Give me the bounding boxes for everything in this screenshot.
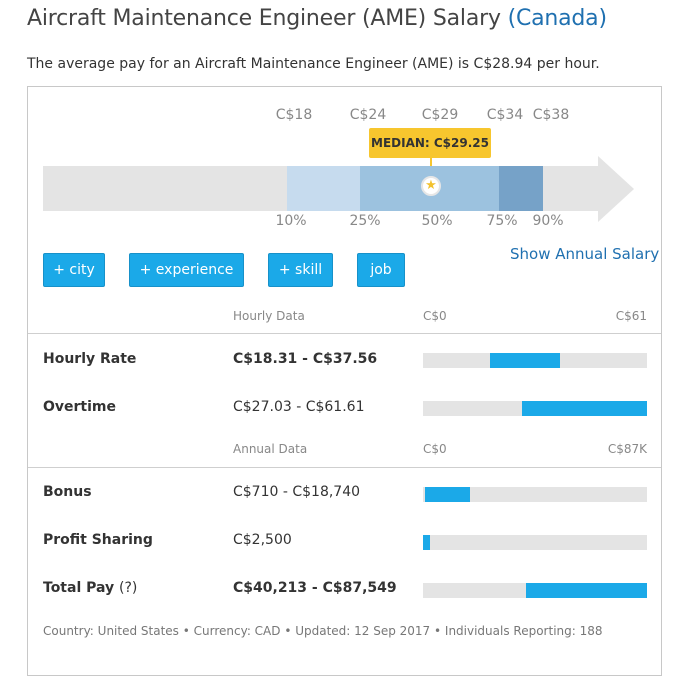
row-value-profit-sharing: C$2,500 bbox=[233, 532, 292, 548]
range-bar-bonus bbox=[423, 487, 647, 502]
salary-card bbox=[27, 86, 662, 676]
row-label-hourly-rate: Hourly Rate bbox=[43, 351, 137, 367]
range-fill-hourly-rate bbox=[490, 353, 560, 368]
pay-summary: The average pay for an Aircraft Maintena… bbox=[27, 56, 600, 72]
annual-scale-min: C$0 bbox=[423, 442, 447, 456]
percentile-label-10: 10% bbox=[275, 213, 307, 229]
range-segment-10-25 bbox=[287, 166, 360, 211]
median-badge: MEDIAN: C$29.25 bbox=[369, 128, 491, 158]
range-segment-75-90 bbox=[499, 166, 543, 211]
percentile-label-90: 90% bbox=[532, 213, 564, 229]
row-label-profit-sharing: Profit Sharing bbox=[43, 532, 153, 548]
range-bar-overtime bbox=[423, 401, 647, 416]
hourly-data-header: Hourly Data bbox=[233, 309, 305, 323]
page-title: Aircraft Maintenance Engineer (AME) Sala… bbox=[27, 6, 607, 31]
total-pay-label: Total Pay bbox=[43, 580, 115, 596]
add-city-button[interactable]: + city bbox=[43, 253, 105, 287]
star-icon: ★ bbox=[421, 176, 441, 196]
hourly-scale-max: C$61 bbox=[615, 309, 647, 323]
row-value-overtime: C$27.03 - C$61.61 bbox=[233, 399, 365, 415]
range-bar-total-pay bbox=[423, 583, 647, 598]
row-value-bonus: C$710 - C$18,740 bbox=[233, 484, 361, 500]
percentile-value-90: C$38 bbox=[532, 107, 570, 123]
range-fill-profit-sharing bbox=[423, 535, 430, 550]
annual-scale-max: C$87K bbox=[607, 442, 647, 456]
add-experience-button[interactable]: + experience bbox=[129, 253, 244, 287]
range-fill-overtime bbox=[521, 401, 647, 416]
divider bbox=[28, 333, 661, 334]
row-value-total-pay: C$40,213 - C$87,549 bbox=[233, 580, 397, 596]
footer-meta: Country: United States • Currency: CAD •… bbox=[43, 624, 603, 638]
percentile-label-25: 25% bbox=[349, 213, 381, 229]
hourly-scale-min: C$0 bbox=[423, 309, 447, 323]
range-fill-bonus bbox=[425, 487, 471, 502]
pay-range-arrowhead bbox=[598, 156, 634, 222]
show-annual-salary-link[interactable]: Show Annual Salary bbox=[510, 245, 660, 263]
row-label-overtime: Overtime bbox=[43, 399, 117, 415]
range-fill-total-pay bbox=[526, 583, 647, 598]
row-label-bonus: Bonus bbox=[43, 484, 92, 500]
row-label-total-pay: Total Pay (?) bbox=[43, 580, 137, 596]
percentile-label-50: 50% bbox=[421, 213, 453, 229]
percentile-value-75: C$34 bbox=[486, 107, 524, 123]
location-link[interactable]: (Canada) bbox=[507, 6, 607, 31]
percentile-label-75: 75% bbox=[486, 213, 518, 229]
help-icon[interactable]: (?) bbox=[119, 580, 138, 596]
range-bar-hourly-rate bbox=[423, 353, 647, 368]
percentile-value-50: C$29 bbox=[421, 107, 459, 123]
row-value-hourly-rate: C$18.31 - C$37.56 bbox=[233, 351, 378, 367]
percentile-value-10: C$18 bbox=[275, 107, 313, 123]
divider bbox=[28, 467, 661, 468]
job-button[interactable]: job bbox=[357, 253, 405, 287]
range-bar-profit-sharing bbox=[423, 535, 647, 550]
add-skill-button[interactable]: + skill bbox=[268, 253, 333, 287]
annual-data-header: Annual Data bbox=[233, 442, 308, 456]
percentile-value-25: C$24 bbox=[349, 107, 387, 123]
title-text: Aircraft Maintenance Engineer (AME) Sala… bbox=[27, 6, 501, 31]
